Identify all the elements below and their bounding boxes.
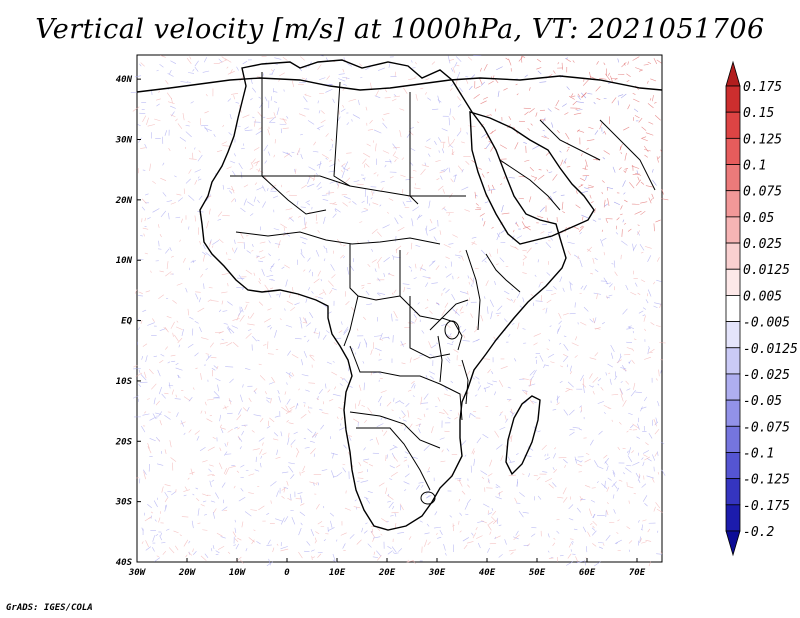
lat-tick-label: EQ (121, 317, 132, 327)
colorbar-label: 0.05 (743, 211, 774, 226)
colorbar-swatch (725, 216, 741, 244)
colorbar-label: -0.1 (743, 446, 774, 461)
colorbar-swatch (725, 190, 741, 218)
lon-tick-label: 10W (229, 568, 247, 578)
colorbar-swatch (725, 164, 741, 192)
lat-tick-label: 30N (115, 136, 133, 146)
map-axes: 30W 20W 10W 0 10E 20E 30E 40E 50E 60E 70E 40N 30N 20N… (115, 75, 646, 578)
grads-credit: GrADS: IGES/COLA (6, 603, 93, 613)
colorbar-label: 0.005 (743, 289, 782, 304)
colorbar-swatch (725, 268, 741, 296)
lat-tick-label: 10S (116, 377, 133, 387)
colorbar-swatch (725, 111, 741, 139)
lat-tick-label: 40S (116, 558, 133, 568)
lat-tick-label: 20N (115, 196, 133, 206)
lon-tick-label: 30W (128, 568, 147, 578)
mediterranean-north-shore (136, 75, 663, 93)
colorbar-label: 0.0125 (743, 263, 790, 278)
colorbar-label: -0.2 (743, 525, 774, 540)
colorbar-label: -0.0125 (743, 342, 798, 357)
africa-coastline (199, 59, 567, 531)
colorbar-label: 0.025 (743, 237, 782, 252)
colorbar-label: -0.175 (743, 499, 790, 514)
colorbar-swatch (725, 478, 741, 506)
colorbar-label: 0.15 (743, 106, 774, 121)
colorbar-label: 0.125 (743, 132, 782, 147)
lon-tick-label: 30E (428, 568, 446, 578)
colorbar-swatch (725, 399, 741, 427)
colorbar-swatch (725, 321, 741, 349)
colorbar-top-triangle (725, 60, 741, 87)
map-title: Vertical velocity [m/s] at 1000hPa, VT: … (35, 14, 765, 45)
lon-tick-label: 10E (329, 568, 346, 578)
lat-tick-label: 10N (116, 256, 133, 266)
lon-tick-label: 0 (284, 568, 290, 578)
velocity-field (130, 55, 669, 567)
map-frame (136, 54, 663, 563)
lat-tick-label: 30S (115, 498, 133, 508)
colorbar-swatch (725, 425, 741, 453)
madagascar-coastline (505, 395, 541, 476)
colorbar-label: -0.005 (743, 316, 790, 331)
colorbar: 0.175 0.15 0.125 0.1 0.075 0.05 0.025 0.0125 0.0… (725, 60, 798, 557)
lon-tick-label: 50E (529, 568, 546, 578)
lakes (420, 320, 469, 505)
colorbar-swatch (725, 373, 741, 401)
lon-tick-label: 20W (178, 568, 197, 578)
lat-tick-label: 40N (116, 75, 133, 85)
colorbar-label: -0.075 (743, 420, 790, 435)
lon-tick-label: 60E (579, 568, 596, 578)
colorbar-swatch (725, 347, 741, 375)
colorbar-swatch (725, 504, 741, 532)
colorbar-swatch (725, 295, 741, 322)
country-borders (230, 72, 656, 491)
lon-tick-label: 70E (629, 568, 646, 578)
lat-tick-label: 20S (115, 437, 133, 447)
colorbar-label: -0.125 (743, 473, 790, 488)
lon-tick-label: 20E (378, 568, 396, 578)
coastlines (136, 59, 663, 531)
colorbar-label: -0.05 (743, 394, 782, 409)
arabia-coastline (469, 111, 595, 245)
colorbar-swatch (725, 242, 741, 270)
colorbar-label: 0.175 (743, 80, 782, 95)
colorbar-label: 0.075 (743, 185, 782, 200)
colorbar-label: 0.1 (743, 159, 766, 174)
colorbar-label: -0.025 (743, 368, 790, 383)
colorbar-bottom-triangle (725, 530, 741, 557)
colorbar-swatch (725, 137, 741, 165)
lon-tick-label: 40E (479, 568, 496, 578)
colorbar-swatch (725, 452, 741, 480)
colorbar-swatch (725, 85, 741, 113)
